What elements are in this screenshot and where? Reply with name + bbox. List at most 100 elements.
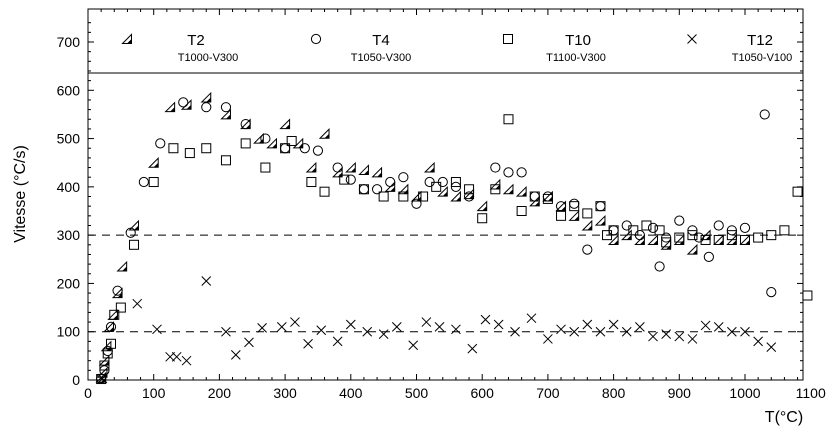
triangle-fill [574,215,579,221]
cross-stroke [345,319,356,330]
data-point-cross [635,322,645,332]
data-point-circle [569,198,580,209]
cross-stroke [526,313,537,324]
data-point-circle [385,176,396,188]
triangle-fill [206,97,211,103]
data-point-square [661,237,672,248]
triangle-fill [122,266,127,272]
data-point-half-triangle [647,234,659,245]
x-tick-label: 0 [84,385,92,401]
data-point-circle [516,167,527,178]
triangle-fill [613,239,619,245]
series-t2 [95,91,750,383]
data-point-cross [648,331,658,342]
data-point-cross [97,373,108,384]
cross-stroke [556,324,566,335]
triangle-fill [127,39,132,44]
data-point-square [306,177,317,188]
data-point-square [628,225,639,236]
y-tick-label: 100 [57,324,81,340]
data-point-square [674,232,685,243]
y-tick-label: 600 [57,82,81,98]
data-point-square [220,155,231,166]
triangle-fill [469,194,474,199]
data-point-half-triangle [318,128,330,139]
data-point-half-triangle [686,243,698,255]
x-tick-label: 600 [471,385,495,401]
data-point-half-triangle [200,91,212,103]
cross-stroke [674,331,685,342]
data-point-square [490,184,501,195]
triangle-fill [112,314,118,320]
data-point-square [753,232,764,243]
data-point-cross [230,350,241,360]
cross-stroke [766,342,777,353]
data-point-circle [201,102,212,113]
triangle-fill [285,124,290,129]
cross-stroke [608,319,619,330]
data-point-cross [257,322,267,333]
triangle-fill [587,225,592,230]
legend-subtitle: T1100-V300 [546,52,606,64]
data-point-circle [647,222,659,233]
data-point-cross [332,336,343,347]
data-point-circle [555,201,567,212]
data-point-circle [398,172,409,183]
data-point-circle [112,285,123,296]
data-point-square [654,225,665,236]
data-point-cross [362,326,373,337]
data-point-square [201,143,212,154]
data-point-square [184,148,195,159]
data-point-cross [421,317,432,327]
cross-stroke [132,298,143,309]
cross-stroke [595,326,606,337]
x-tick-label: 1100 [796,385,826,401]
data-point-square [726,230,737,241]
y-tick-labels: 0 100 200 300 400 500 600 700 [57,34,81,388]
data-point-square [802,290,813,301]
data-point-cross [221,326,231,337]
data-point-circle [155,138,166,149]
data-point-square [700,234,711,245]
data-point-square [339,174,350,185]
data-point-circle [332,162,343,173]
data-point-square [378,191,389,202]
cross-stroke [713,322,724,332]
data-point-cross [661,329,672,339]
cross-stroke [687,334,698,344]
triangle-fill [442,191,448,197]
data-point-circle [411,198,422,209]
cross-stroke [257,322,267,333]
data-point-cross [244,337,254,348]
data-point-circle [674,215,685,226]
data-point-half-triangle [164,101,176,113]
cross-stroke [378,329,389,339]
x-tick-label: 700 [536,385,560,401]
data-point-cross [467,343,478,354]
cross-stroke [290,317,300,327]
cross-stroke [391,322,402,332]
data-point-half-triangle [607,234,619,245]
cross-stroke [408,340,419,351]
data-point-square [102,348,113,359]
data-point-circle [220,102,232,113]
y-tick-label: 0 [72,372,80,388]
data-point-circle [178,97,189,108]
triangle-fill [271,143,277,148]
triangle-fill [429,167,435,173]
data-point-circle [693,232,705,243]
cross-stroke [635,322,645,332]
cross-stroke [543,334,553,344]
legend-entry-t2: T2 T1000-V300 [121,32,238,64]
data-point-square [766,230,777,241]
x-tick-label: 300 [273,385,297,401]
cross-stroke [332,336,343,347]
cross-stroke [510,326,520,337]
data-point-cross [451,324,461,335]
data-point-cross [345,319,356,330]
data-point-half-triangle [279,118,291,130]
data-point-half-triangle [450,190,461,202]
triangle-fill [311,167,316,173]
x-tick-label: 800 [602,385,626,401]
